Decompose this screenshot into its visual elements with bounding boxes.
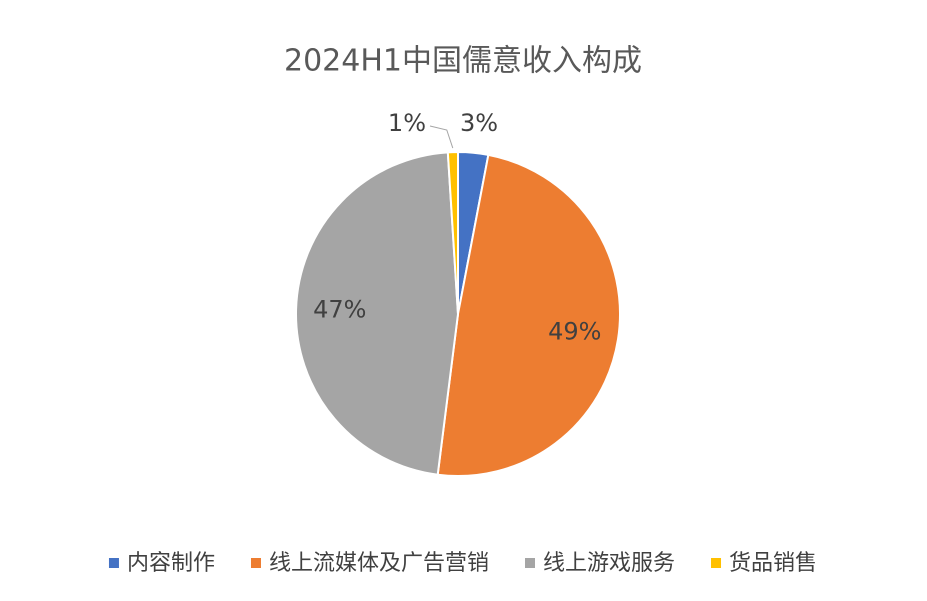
pie-slice: [295, 151, 460, 476]
legend-marker: [108, 558, 119, 568]
data-label: 49%: [548, 317, 601, 345]
data-label: 3%: [460, 109, 498, 137]
data-label: 47%: [313, 295, 366, 323]
pie-slice: [446, 150, 459, 315]
legend-marker: [711, 558, 722, 568]
leader-line: [429, 125, 454, 149]
legend-marker: [525, 558, 535, 568]
legend-marker: [250, 558, 261, 568]
data-label: 1%: [388, 109, 426, 137]
pie-slice: [436, 153, 621, 478]
chart-title: 2024H1中国儒意收入构成: [284, 44, 642, 79]
legend-label: 内容制作: [127, 551, 215, 576]
legend-label: 线上游戏服务: [543, 551, 675, 576]
legend-label: 货品销售: [729, 551, 817, 576]
legend-label: 线上流媒体及广告营销: [269, 551, 489, 576]
